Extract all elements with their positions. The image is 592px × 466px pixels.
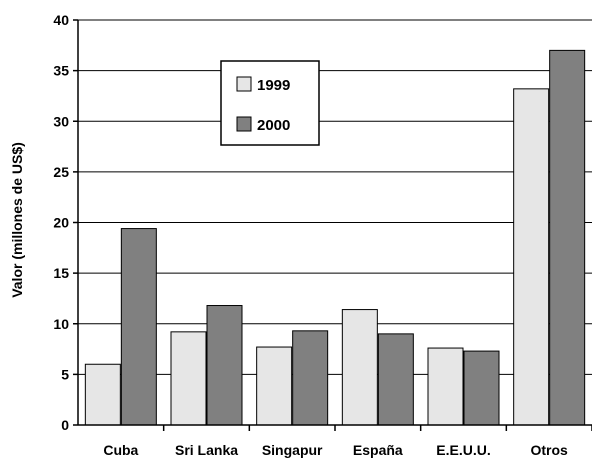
y-tick-label: 15: [53, 265, 69, 281]
x-tick-label: Sri Lanka: [175, 442, 238, 458]
y-tick-label: 5: [61, 366, 69, 382]
y-tick-label: 10: [53, 316, 69, 332]
bar-2000-e-e-u-u-: [463, 350, 500, 426]
bar-1999-singapur: [256, 346, 293, 426]
y-tick-label: 0: [61, 417, 69, 433]
gridlines: [78, 19, 592, 375]
bar-1999-sri-lanka: [170, 331, 207, 426]
x-tick-label: E.E.U.U.: [436, 442, 490, 458]
bars: [84, 49, 586, 426]
bar-2000-sri-lanka: [206, 305, 243, 426]
y-tick-label: 35: [53, 63, 69, 79]
bar-2000-otros: [549, 49, 586, 426]
y-tick-label: 25: [53, 164, 69, 180]
legend-label-1999: 1999: [257, 77, 290, 94]
bar-1999-e-e-u-u-: [427, 347, 464, 426]
legend-label-2000: 2000: [257, 117, 290, 134]
y-axis-title: Valor (millones de US$): [9, 142, 25, 298]
y-tick-label: 20: [53, 215, 69, 231]
y-axis-ticks: 0 5 10 15 20 25 30 35 40: [53, 12, 78, 433]
legend: 1999 2000: [220, 60, 320, 146]
x-tick-label: España: [353, 442, 403, 458]
bar-1999-espa-a: [341, 309, 378, 426]
bar-2000-espa-a: [377, 333, 414, 426]
bar-1999-otros: [513, 88, 550, 426]
bar-2000-cuba: [120, 228, 157, 426]
legend-swatch-2000: [236, 116, 252, 132]
x-axis-labels: Cuba Sri Lanka Singapur España E.E.U.U. Otros: [103, 425, 592, 458]
bar-2000-singapur: [292, 330, 329, 426]
y-tick-label: 40: [53, 12, 69, 28]
bar-1999-cuba: [84, 363, 121, 426]
y-tick-label: 30: [53, 113, 69, 129]
x-tick-label: Singapur: [262, 442, 323, 458]
x-tick-label: Otros: [530, 442, 568, 458]
x-tick-label: Cuba: [103, 442, 138, 458]
legend-swatch-1999: [236, 76, 252, 92]
